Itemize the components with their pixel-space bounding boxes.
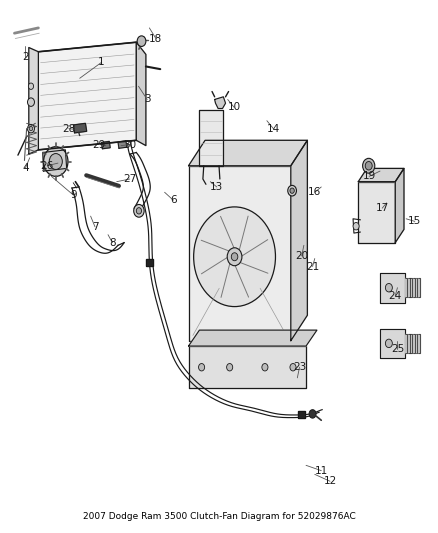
- Text: 21: 21: [306, 262, 319, 271]
- Polygon shape: [215, 97, 226, 109]
- Circle shape: [134, 205, 144, 217]
- Circle shape: [385, 339, 392, 348]
- Polygon shape: [188, 166, 291, 341]
- Circle shape: [288, 185, 297, 196]
- Polygon shape: [146, 259, 153, 266]
- Polygon shape: [418, 334, 420, 353]
- Polygon shape: [205, 140, 307, 316]
- Text: 20: 20: [295, 251, 308, 261]
- Circle shape: [198, 364, 205, 371]
- Polygon shape: [199, 110, 223, 166]
- Polygon shape: [410, 278, 412, 297]
- Polygon shape: [413, 334, 415, 353]
- Text: 3: 3: [144, 94, 151, 104]
- Circle shape: [231, 253, 238, 261]
- Text: 13: 13: [210, 182, 223, 192]
- Text: 18: 18: [149, 34, 162, 44]
- Text: 14: 14: [267, 124, 280, 134]
- Text: 25: 25: [391, 344, 404, 354]
- Polygon shape: [405, 278, 407, 297]
- Text: 2007 Dodge Ram 3500 Clutch-Fan Diagram for 52029876AC: 2007 Dodge Ram 3500 Clutch-Fan Diagram f…: [83, 512, 355, 521]
- Text: 1: 1: [98, 58, 105, 67]
- Polygon shape: [39, 42, 136, 150]
- Polygon shape: [43, 150, 67, 171]
- Circle shape: [365, 161, 372, 170]
- Polygon shape: [405, 334, 407, 353]
- Circle shape: [28, 98, 35, 107]
- Circle shape: [29, 126, 33, 131]
- Circle shape: [363, 158, 375, 173]
- Text: 9: 9: [70, 190, 77, 200]
- Circle shape: [290, 188, 294, 193]
- Circle shape: [353, 222, 359, 230]
- Text: 30: 30: [123, 140, 136, 150]
- Polygon shape: [358, 168, 404, 182]
- Polygon shape: [408, 334, 410, 353]
- Polygon shape: [416, 278, 417, 297]
- Polygon shape: [188, 330, 317, 346]
- Circle shape: [226, 364, 233, 371]
- Polygon shape: [410, 334, 412, 353]
- Text: 12: 12: [323, 477, 337, 486]
- Polygon shape: [298, 411, 305, 418]
- Circle shape: [44, 147, 68, 176]
- Polygon shape: [380, 273, 405, 303]
- Polygon shape: [188, 346, 306, 389]
- Circle shape: [309, 410, 316, 418]
- Polygon shape: [358, 182, 395, 243]
- Polygon shape: [136, 42, 146, 146]
- Circle shape: [136, 208, 141, 214]
- Text: 24: 24: [389, 290, 402, 301]
- Text: 28: 28: [62, 124, 75, 134]
- Circle shape: [49, 154, 62, 169]
- Polygon shape: [74, 123, 87, 133]
- Polygon shape: [188, 140, 307, 166]
- Polygon shape: [413, 278, 415, 297]
- Polygon shape: [395, 168, 404, 243]
- Polygon shape: [416, 334, 417, 353]
- Text: 11: 11: [314, 466, 328, 475]
- Text: 29: 29: [93, 140, 106, 150]
- Text: 19: 19: [363, 172, 376, 181]
- Text: 7: 7: [92, 222, 98, 232]
- Text: 26: 26: [40, 161, 54, 171]
- Circle shape: [137, 36, 146, 46]
- Text: 4: 4: [22, 164, 28, 173]
- Circle shape: [262, 364, 268, 371]
- Text: 23: 23: [293, 362, 306, 372]
- Text: 2: 2: [22, 52, 28, 62]
- Text: 15: 15: [408, 216, 421, 227]
- Polygon shape: [291, 140, 307, 341]
- Polygon shape: [102, 141, 110, 149]
- Text: 6: 6: [170, 195, 177, 205]
- Text: 8: 8: [109, 238, 116, 248]
- Circle shape: [28, 124, 35, 133]
- Circle shape: [290, 364, 296, 371]
- Text: 16: 16: [308, 187, 321, 197]
- Polygon shape: [380, 328, 405, 358]
- Circle shape: [194, 207, 276, 306]
- Text: 17: 17: [375, 203, 389, 213]
- Text: 10: 10: [228, 102, 241, 112]
- Circle shape: [227, 248, 242, 266]
- Polygon shape: [418, 278, 420, 297]
- Circle shape: [385, 284, 392, 292]
- Circle shape: [28, 83, 34, 90]
- Polygon shape: [29, 47, 39, 154]
- Text: 27: 27: [123, 174, 136, 184]
- Polygon shape: [118, 141, 127, 148]
- Polygon shape: [408, 278, 410, 297]
